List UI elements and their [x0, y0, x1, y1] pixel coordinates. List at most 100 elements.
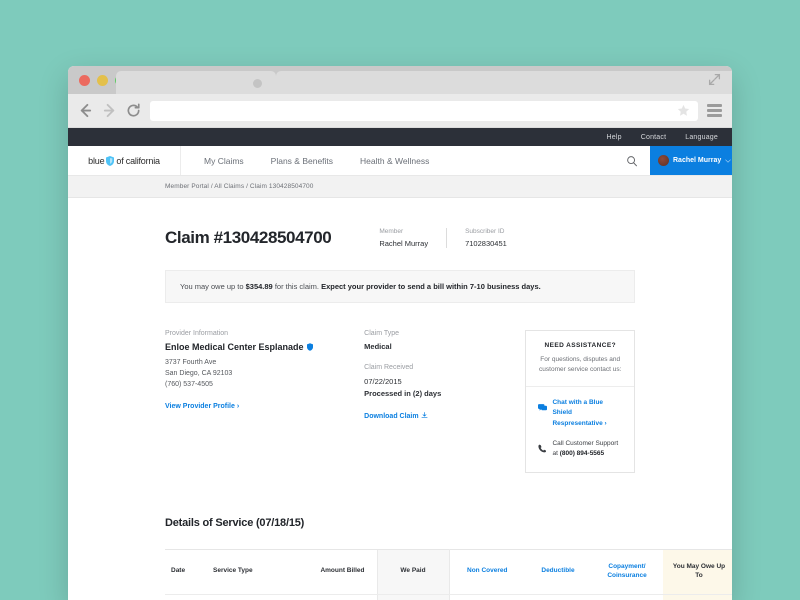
assistance-box: NEED ASSISTANCE? For questions, disputes…: [525, 330, 635, 473]
provider-name-text: Enloe Medical Center Esplanade: [165, 342, 304, 352]
utility-nav: Help Contact Language: [68, 128, 732, 146]
page-title: Claim #130428504700: [165, 228, 332, 247]
assistance-title: NEED ASSISTANCE?: [544, 342, 616, 349]
browser-titlebar: [68, 66, 732, 94]
logo-text-blue: blue: [88, 155, 105, 166]
download-claim-label: Download Claim: [364, 413, 419, 420]
assistance-subtitle: For questions, disputes and customer ser…: [539, 356, 622, 374]
meta-label: Subscriber ID: [465, 228, 505, 235]
nav-item-plans-benefits[interactable]: Plans & Benefits: [270, 155, 334, 166]
view-provider-profile-link[interactable]: View Provider Profile ›: [165, 402, 240, 410]
blue-shield-icon: [106, 155, 115, 166]
download-icon: [421, 412, 428, 419]
banner-text-lead: You may owe up to: [180, 282, 246, 291]
minimize-window-button[interactable]: [97, 75, 108, 86]
claim-meta-group: Member Rachel Murray Subscriber ID 71028…: [361, 228, 524, 248]
column-header-deductible[interactable]: Deductible: [525, 548, 591, 595]
star-icon[interactable]: [677, 104, 690, 117]
expand-icon[interactable]: [708, 73, 721, 86]
meta-label: Member: [379, 228, 404, 235]
user-name-label: Rachel Murray: [673, 157, 722, 164]
claim-info-row: Provider Information Enloe Medical Cente…: [165, 303, 635, 473]
cell-deductible: 0.00: [525, 594, 591, 600]
nav-item-health-wellness[interactable]: Health & Wellness: [360, 155, 430, 166]
cell-we-paid: 1,190.00: [376, 594, 450, 600]
site-logo[interactable]: blue of california: [68, 146, 181, 175]
meta-value: Rachel Murray: [379, 239, 429, 248]
address-bar[interactable]: [150, 100, 698, 121]
cell-amount-billed: 1,190.00: [301, 594, 377, 600]
provider-label: Provider Information: [165, 330, 229, 337]
search-button[interactable]: [613, 146, 650, 175]
column-header-service-type: Service Type: [207, 548, 301, 595]
search-icon: [626, 155, 637, 166]
reload-icon[interactable]: [126, 103, 141, 118]
provider-information: Provider Information Enloe Medical Cente…: [165, 330, 364, 473]
provider-address: 3737 Fourth Ave San Diego, CA 92103 (760…: [165, 358, 364, 391]
utility-link-language[interactable]: Language: [685, 133, 718, 141]
need-assistance-card: NEED ASSISTANCE? For questions, disputes…: [525, 330, 635, 473]
details-of-service-title: Details of Service (07/18/15): [165, 516, 305, 529]
cell-non-covered: 0.00: [449, 594, 525, 600]
avatar: [658, 155, 669, 166]
details-of-service-table: Date Service Type Amount Billed We Paid …: [165, 548, 732, 600]
browser-window: Help Contact Language blue of california…: [68, 66, 732, 600]
call-action[interactable]: Call Customer Support at (800) 894-5565: [538, 439, 622, 460]
browser-tab[interactable]: [116, 71, 276, 94]
close-window-button[interactable]: [79, 75, 90, 86]
claim-type-label: Claim Type: [364, 330, 400, 337]
logo-text-of-california: of california: [116, 155, 160, 166]
claim-received-block: 07/22/2015 Processed in (2) days: [364, 376, 525, 400]
banner-text-bold: Expect your provider to send a bill with…: [321, 282, 541, 291]
call-label-line1: Call Customer Support: [552, 439, 619, 447]
claim-meta-member: Member Rachel Murray: [361, 228, 446, 248]
cell-you-may-owe: 0.00: [663, 594, 732, 600]
column-header-date: Date: [165, 548, 207, 595]
breadcrumb: Member Portal / All Claims / Claim 13042…: [68, 176, 732, 198]
claim-type-value: Medical: [364, 342, 392, 351]
column-header-non-covered[interactable]: Non Covered: [449, 548, 525, 595]
banner-amount: $354.89: [245, 282, 273, 291]
table-row: 07/18/15 Radiology Code #0320 Therapeuti…: [165, 594, 732, 600]
download-claim-link[interactable]: Download Claim: [364, 412, 428, 420]
cell-copayment: 0.00: [591, 594, 663, 600]
assistance-actions: Chat with a Blue Shield Respresentative …: [526, 387, 634, 472]
meta-value: 7102830451: [465, 239, 507, 248]
utility-link-help[interactable]: Help: [606, 133, 622, 141]
claim-header: Claim #130428504700 Member Rachel Murray…: [165, 198, 635, 270]
assistance-header: NEED ASSISTANCE? For questions, disputes…: [526, 331, 634, 387]
table-header-row: Date Service Type Amount Billed We Paid …: [165, 548, 732, 595]
forward-arrow-icon[interactable]: [102, 103, 117, 118]
cell-date: 07/18/15: [165, 594, 207, 600]
cell-service-type: Radiology Code #0320 Therapeutic exercis…: [207, 594, 301, 600]
column-header-amount-billed: Amount Billed: [301, 548, 377, 595]
claim-received-label: Claim Received: [364, 364, 414, 371]
tabstrip-background: [276, 71, 732, 94]
provider-name: Enloe Medical Center Esplanade: [165, 342, 364, 352]
page-content: Claim #130428504700 Member Rachel Murray…: [68, 198, 732, 600]
back-arrow-icon[interactable]: [78, 103, 93, 118]
call-label: Call Customer Support at (800) 894-5565: [552, 439, 622, 460]
browser-toolbar: [68, 94, 732, 128]
utility-link-contact[interactable]: Contact: [640, 133, 667, 141]
column-header-you-may-owe: You May Owe Up To: [663, 548, 732, 595]
column-header-copayment[interactable]: Copayment/ Coinsurance: [591, 548, 663, 595]
hamburger-menu-icon[interactable]: [707, 104, 722, 117]
phone-icon: [538, 439, 547, 460]
address-line-1: 3737 Fourth Ave: [165, 359, 217, 366]
breadcrumb-text[interactable]: Member Portal / All Claims / Claim 13042…: [165, 183, 314, 190]
chat-action[interactable]: Chat with a Blue Shield Respresentative …: [538, 398, 622, 429]
claim-amount-banner: You may owe up to $354.89 for this claim…: [165, 270, 635, 303]
chat-bubble-icon: [538, 398, 548, 429]
address-line-2: San Diego, CA 92103: [165, 369, 233, 377]
claim-meta-subscriber-id: Subscriber ID 7102830451: [446, 228, 525, 248]
claim-received-date: 07/22/2015: [364, 377, 402, 386]
user-menu[interactable]: Rachel Murray: [650, 146, 732, 175]
tab-favicon: [253, 79, 262, 88]
provider-phone: (760) 537-4505: [165, 380, 213, 388]
nav-links: My Claims Plans & Benefits Health & Well…: [181, 146, 613, 175]
website-viewport: Help Contact Language blue of california…: [68, 128, 732, 600]
main-nav: blue of california My Claims Plans & Ben…: [68, 146, 732, 176]
nav-item-my-claims[interactable]: My Claims: [204, 155, 244, 166]
call-number: (800) 894-5565: [559, 450, 605, 458]
